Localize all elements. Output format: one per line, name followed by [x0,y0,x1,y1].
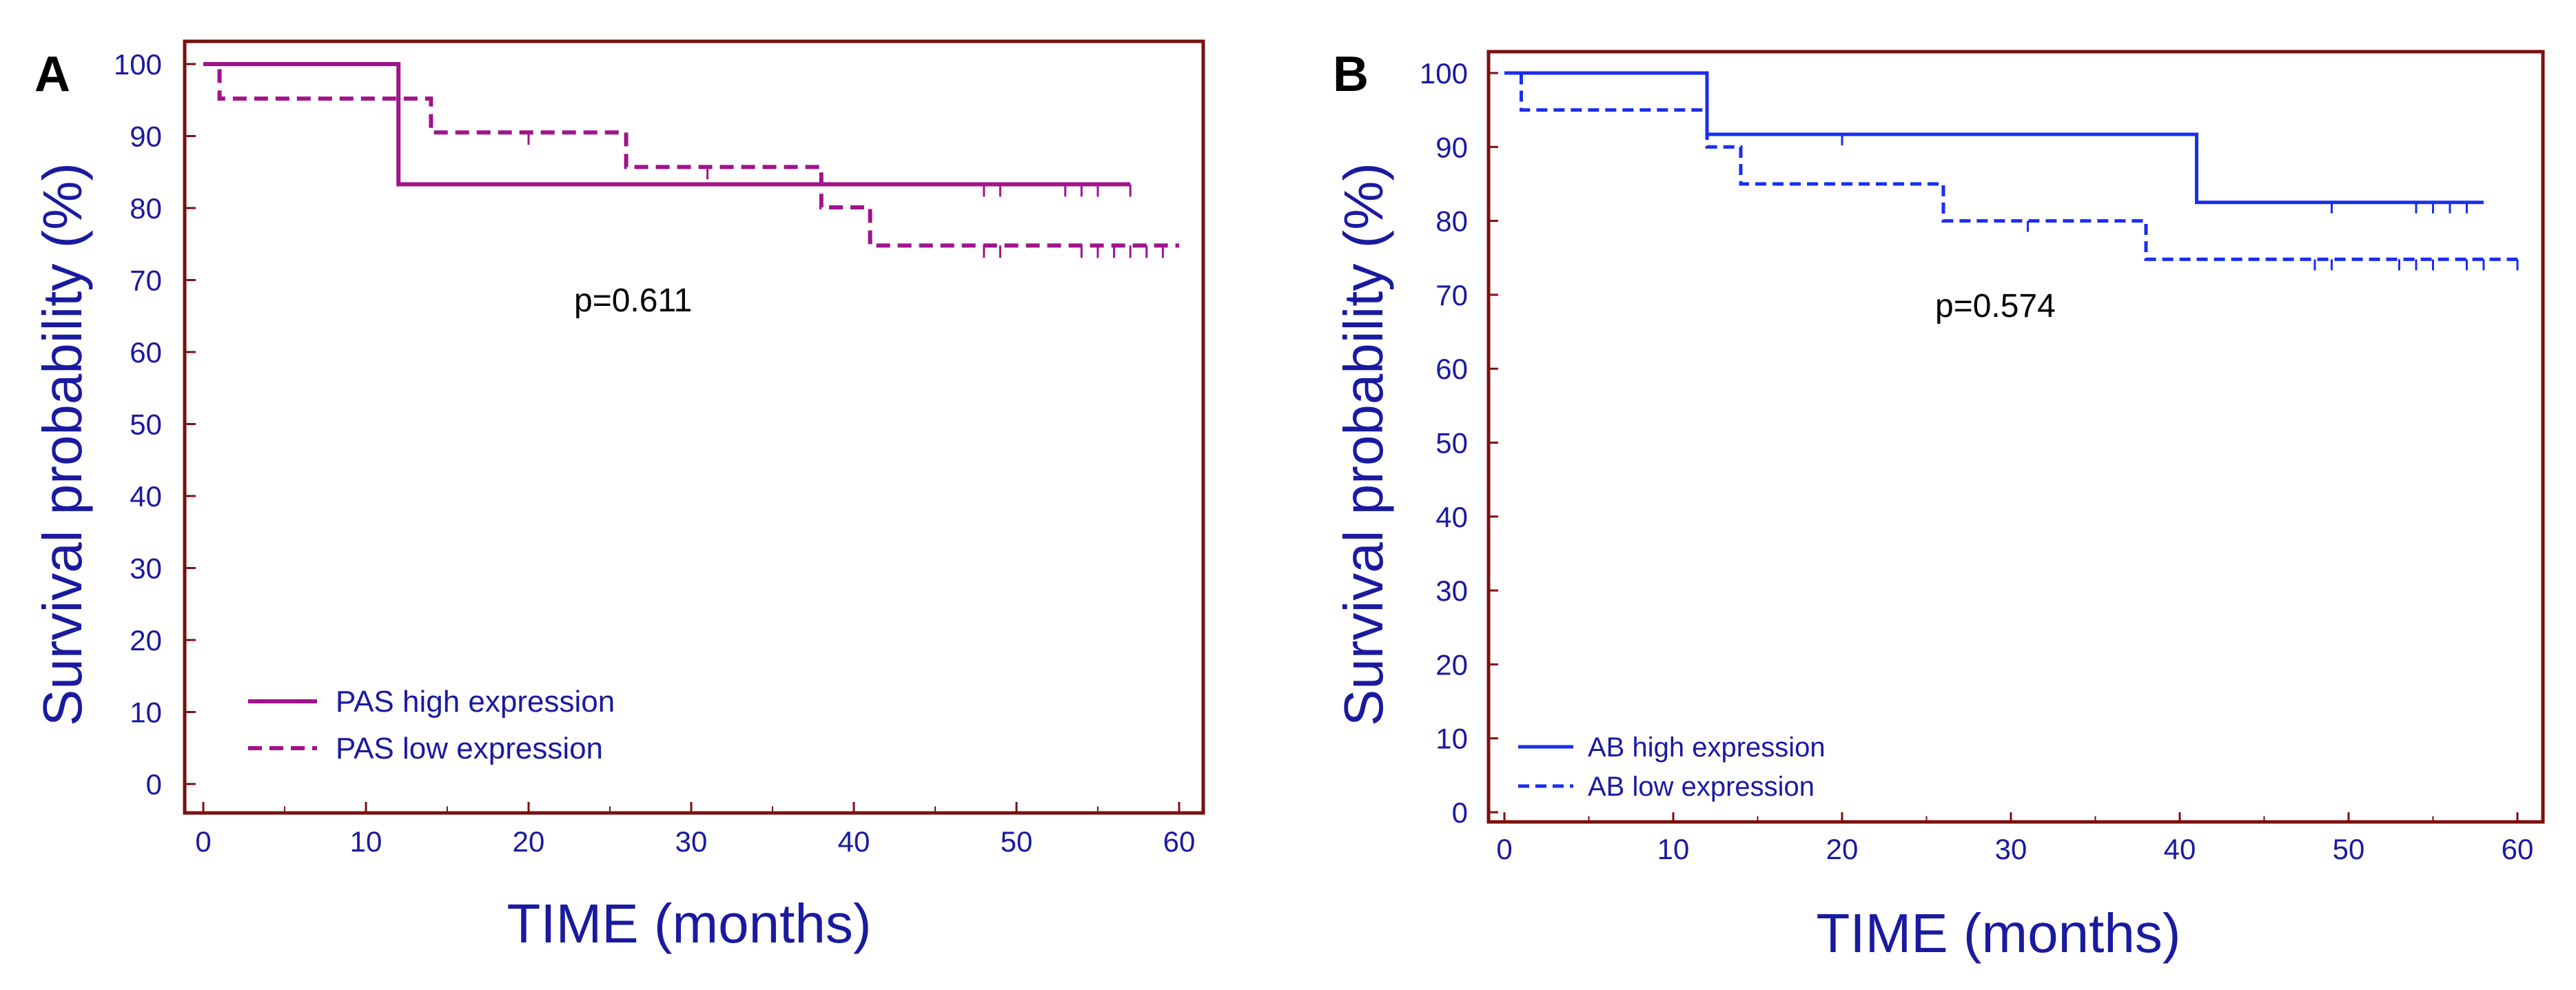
x-tick-label-b-40: 40 [2164,833,2196,865]
x-tick-label-b-0: 0 [1496,833,1512,865]
axis-ticks-b: 0 10 20 30 40 50 60 70 80 90 100 0 10 20 30 40 50 60 [1420,57,2533,865]
y-tick-label-b-20: 20 [1435,648,1468,681]
panel-letter-b: B [1333,47,1369,102]
panel-letter-a: A [34,47,70,102]
x-tick-label-b-30: 30 [1995,833,2027,865]
x-tick-label-b-10: 10 [1657,833,1690,865]
y-axis-title-a: Survival probability (%) [32,163,93,726]
y-tick-label-b-0: 0 [1452,796,1468,829]
y-tick-label-b-70: 70 [1435,279,1468,311]
legend-label-pas-high: PAS high expression [336,685,615,719]
x-tick-label-a-40: 40 [838,825,870,858]
p-value-annotation-a: p=0.611 [574,282,692,319]
y-tick-label-a-80: 80 [130,192,162,225]
x-tick-label-a-30: 30 [675,825,708,858]
y-axis-title-b: Survival probability (%) [1333,163,1394,726]
x-tick-label-a-50: 50 [1001,825,1033,858]
y-tick-label-a-60: 60 [130,336,162,369]
panel-a: A Survival probability (%) TIME (months)… [32,39,1205,954]
p-value-annotation-b: p=0.574 [1935,288,2056,324]
y-tick-label-b-30: 30 [1435,575,1468,607]
x-tick-label-a-0: 0 [195,825,211,858]
x-axis-title-b: TIME (months) [1817,903,2181,964]
y-tick-label-a-70: 70 [130,265,162,297]
x-tick-label-a-20: 20 [513,825,545,858]
km-curve-a-high [203,62,1131,187]
y-tick-label-b-80: 80 [1435,205,1468,238]
legend-a: PAS high expression PAS low expression [248,685,615,765]
y-tick-label-a-0: 0 [146,768,162,801]
y-tick-label-a-10: 10 [130,697,162,729]
plot-frame-b [1486,50,2545,824]
legend-label-ab-high: AB high expression [1588,732,1826,763]
x-tick-label-b-50: 50 [2333,833,2365,865]
km-curve-a-low [203,62,1179,248]
y-tick-label-b-10: 10 [1435,723,1468,755]
legend-label-ab-low: AB low expression [1588,772,1815,802]
y-tick-label-b-90: 90 [1435,131,1468,163]
plot-frame-a [183,39,1205,815]
x-axis-title-a: TIME (months) [507,893,872,954]
y-tick-label-a-90: 90 [130,121,162,153]
y-tick-label-a-100: 100 [114,48,162,81]
y-tick-label-b-100: 100 [1420,57,1468,90]
y-tick-label-a-50: 50 [130,409,162,441]
x-tick-label-a-60: 60 [1163,825,1196,858]
legend-label-pas-low: PAS low expression [336,732,603,765]
km-curve-b-high [1504,71,2484,205]
y-tick-label-a-20: 20 [130,624,162,657]
panel-b: B Survival probability (%) TIME (months)… [1333,47,2545,964]
y-tick-label-a-40: 40 [130,480,162,513]
y-tick-label-b-50: 50 [1435,427,1468,460]
y-tick-label-b-60: 60 [1435,353,1468,385]
x-tick-label-b-20: 20 [1826,833,1859,865]
legend-b: AB high expression AB low expression [1518,732,1826,802]
x-tick-label-b-60: 60 [2502,833,2534,865]
y-tick-label-a-30: 30 [130,553,162,585]
x-tick-label-a-10: 10 [350,825,382,858]
series-group-b [1504,71,2519,271]
km-curve-b-low [1504,71,2517,261]
y-tick-label-b-40: 40 [1435,501,1468,533]
axis-ticks-a: 0 10 20 30 40 50 60 70 80 90 100 0 10 20 30 40 50 60 [114,48,1195,858]
series-group-a [203,62,1179,258]
